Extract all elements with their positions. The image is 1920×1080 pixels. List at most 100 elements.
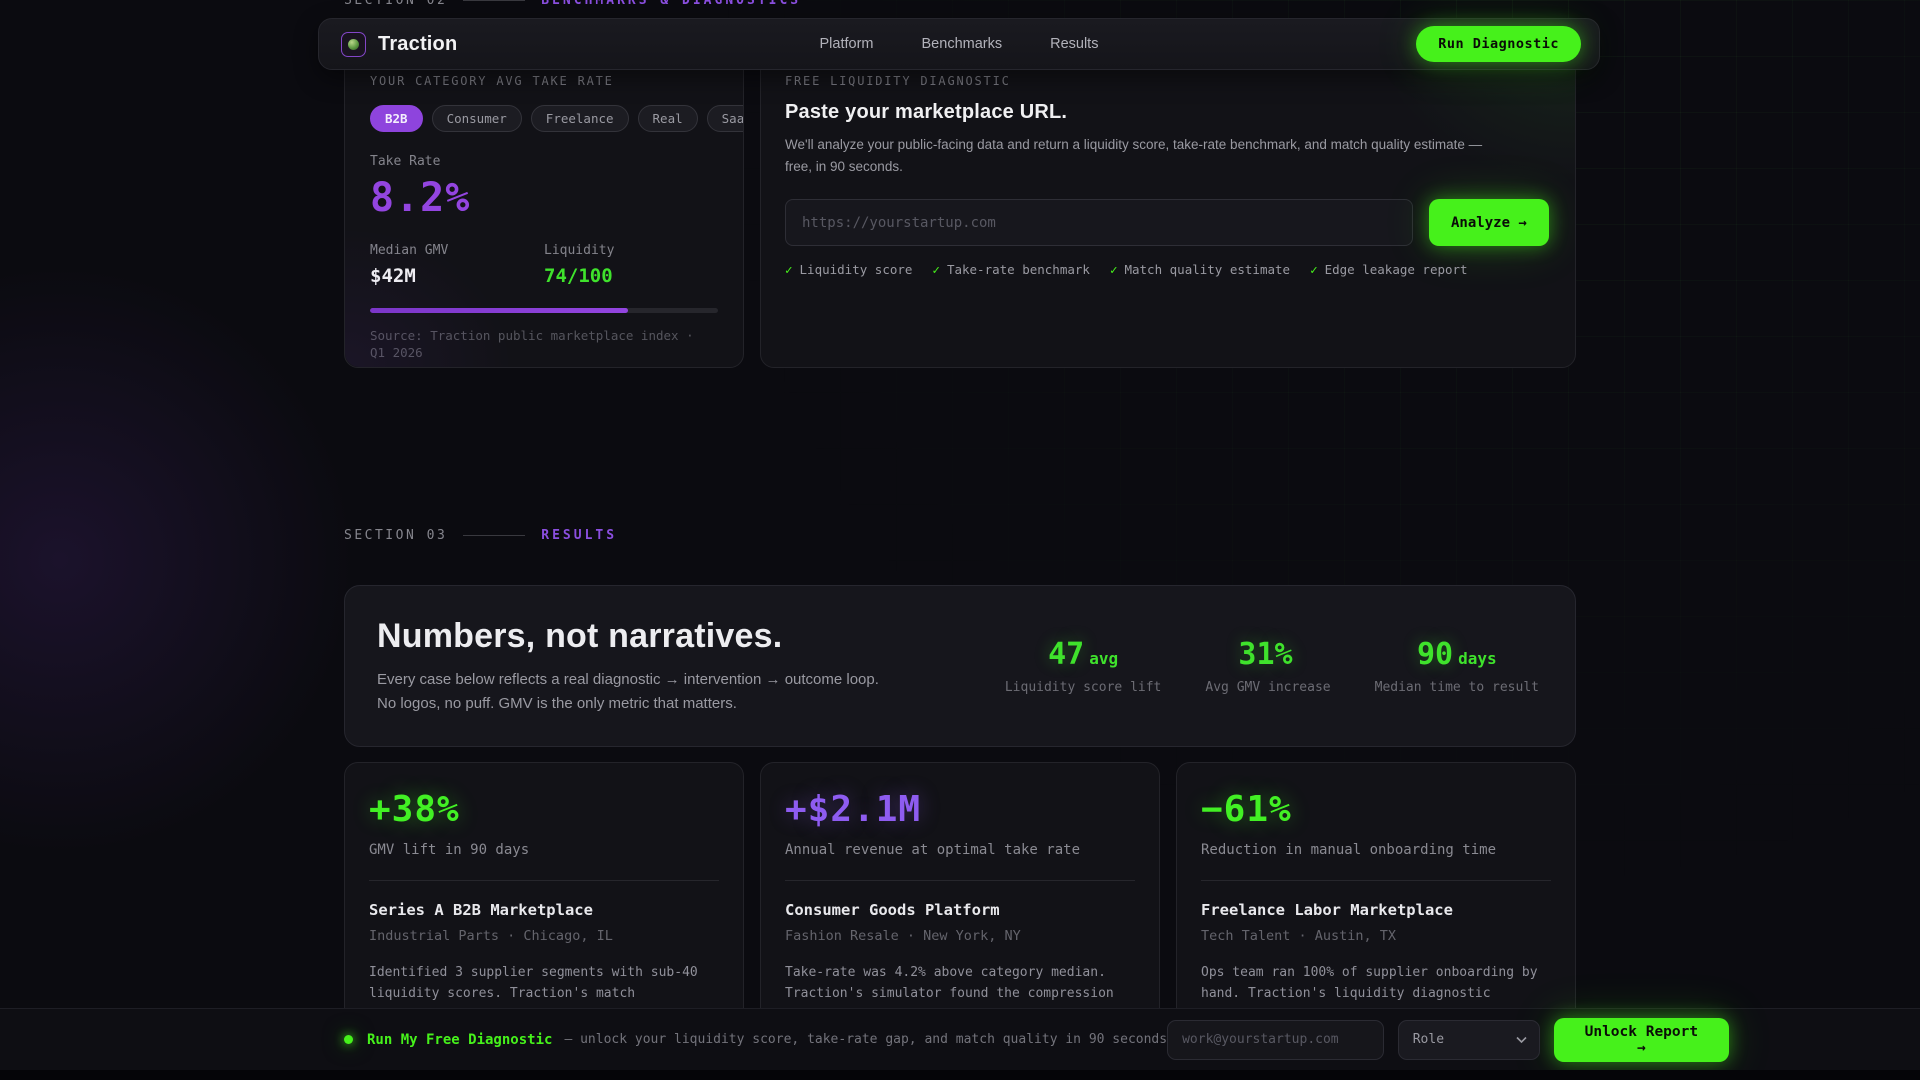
results-title: Numbers, not narratives. [377,616,783,655]
section-03-title: RESULTS [541,528,618,543]
footer-description: — unlock your liquidity score, take-rate… [564,1032,1168,1047]
divider [369,880,719,881]
category-pill-consumer[interactable]: Consumer [431,105,522,132]
section-03-tag: SECTION 03 RESULTS [344,528,617,543]
median-gmv-label: Median GMV [370,243,449,258]
feature-label: Liquidity score [799,262,913,278]
feature-label: Match quality estimate [1124,262,1291,278]
check-icon: ✓ [1109,262,1118,278]
section-03-label: SECTION 03 [344,528,448,543]
case-metric-label: GMV lift in 90 days [369,842,530,858]
case-title: Freelance Labor Marketplace [1201,901,1453,919]
nav-link-benchmarks[interactable]: Benchmarks [921,36,1003,52]
divider [1201,880,1551,881]
stat-liquidity-lift: 47 avg Liquidity score lift [1005,637,1162,695]
brand-name: Traction [378,32,458,55]
section-02-label: SECTION 02 [344,0,448,8]
category-pill-saas[interactable]: SaaS [706,105,743,132]
section-02-tag: SECTION 02 BENCHMARKS & DIAGNOSTICS [344,0,801,8]
footer-headline: Run My Free Diagnostic [367,1031,553,1048]
feature-label: Take-rate benchmark [946,262,1090,278]
case-metric: +38% [369,789,460,830]
results-description: Every case below reflects a real diagnos… [377,670,879,712]
stat-unit: days [1458,649,1497,668]
category-pill-row: B2B Consumer Freelance Real SaaS [370,105,743,132]
stat-value: 31% [1238,637,1293,672]
stat-label: Median time to result [1374,680,1539,695]
status-dot-icon [344,1035,353,1044]
divider [785,880,1135,881]
diagnostic-card-label: FREE LIQUIDITY DIAGNOSTIC [785,74,1011,88]
check-icon: ✓ [932,262,940,278]
case-title: Series A B2B Marketplace [369,901,593,919]
case-subtitle: Tech Talent · Austin, TX [1201,928,1397,944]
take-rate-progress-fill [370,308,628,313]
feature-take-rate-benchmark: ✓ Take-rate benchmark [932,262,1090,277]
source-note: Source: Traction public marketplace inde… [370,328,694,360]
case-title: Consumer Goods Platform [785,901,1000,919]
check-icon: ✓ [1310,262,1318,278]
nav-link-platform[interactable]: Platform [819,36,874,52]
diagnostic-title: Paste your marketplace URL. [785,101,1068,123]
benchmark-card: YOUR CATEGORY AVG TAKE RATE B2B Consumer… [344,40,744,368]
category-pill-freelance[interactable]: Freelance [530,105,629,132]
feature-match-quality: ✓ Match quality estimate [1110,262,1290,277]
stat-value: 47 [1048,637,1085,672]
take-rate-label: Take Rate [370,154,441,169]
bottom-strip [0,1070,1920,1080]
footer-form: Role Unlock Report → [1167,1017,1729,1062]
case-metric-label: Annual revenue at optimal take rate [785,842,1081,858]
section-tag-divider [463,535,526,536]
navbar: Traction Platform Benchmarks Results Run… [318,18,1600,70]
marketplace-url-input[interactable] [785,199,1413,247]
run-diagnostic-button[interactable]: Run Diagnostic [1416,26,1581,62]
case-metric-label: Reduction in manual onboarding time [1201,842,1497,858]
take-rate-progress-track [370,308,718,313]
role-select[interactable]: Role [1397,1019,1540,1060]
stat-gmv-increase: 31% Avg GMV increase [1205,637,1330,695]
nav-links: Platform Benchmarks Results [319,36,1599,52]
category-pill-b2b[interactable]: B2B [370,105,423,132]
stat-label: Avg GMV increase [1205,680,1331,695]
case-subtitle: Fashion Resale · New York, NY [785,928,1021,944]
diagnostic-description: We'll analyze your public-facing data an… [785,137,1483,174]
work-email-input[interactable] [1167,1019,1384,1060]
benchmark-kv-grid: Median GMV $42M Liquidity 74/100 [370,243,718,287]
nav-link-results[interactable]: Results [1050,36,1099,52]
section-02-title: BENCHMARKS & DIAGNOSTICS [541,0,802,8]
footer-cta-bar: Run My Free Diagnostic — unlock your liq… [0,1008,1920,1070]
results-intro-text: Numbers, not narratives. Every case belo… [377,617,882,716]
unlock-report-button[interactable]: Unlock Report → [1553,1017,1729,1062]
median-gmv-value: $42M [370,265,416,287]
stat-time-to-result: 90 days Median time to result [1375,637,1539,695]
category-pill-real[interactable]: Real [637,105,698,132]
role-select-wrap: Role [1397,1019,1540,1060]
diagnostic-card: FREE LIQUIDITY DIAGNOSTIC Paste your mar… [760,40,1576,368]
feature-edge-leakage: ✓ Edge leakage report [1310,262,1468,277]
traction-logo-icon [341,31,366,57]
case-metric: +$2.1M [785,789,922,830]
results-intro-card: Numbers, not narratives. Every case belo… [344,585,1576,747]
take-rate-value: 8.2% [370,175,471,221]
stat-label: Liquidity score lift [1004,680,1162,695]
brand[interactable]: Traction [341,31,458,57]
liquidity-value: 74/100 [544,265,613,287]
analyze-button[interactable]: Analyze → [1429,199,1549,247]
diagnostic-form: Analyze → [785,199,1551,247]
feature-liquidity-score: ✓ Liquidity score [785,262,912,277]
feature-label: Edge leakage report [1324,262,1468,278]
check-icon: ✓ [785,262,793,278]
stat-value: 90 [1416,637,1454,672]
case-subtitle: Industrial Parts · Chicago, IL [369,928,613,944]
feature-checklist: ✓ Liquidity score ✓ Take-rate benchmark … [785,262,1551,277]
case-metric: −61% [1201,789,1292,830]
benchmark-card-label: YOUR CATEGORY AVG TAKE RATE [370,74,614,88]
background-purple-glow [0,240,380,880]
stat-unit: avg [1089,649,1119,668]
logo-orb-icon [348,38,359,50]
results-stats: 47 avg Liquidity score lift 31% Avg GMV i… [1005,637,1539,695]
case-card-b2b: +38% GMV lift in 90 days Series A B2B Ma… [344,762,744,1080]
liquidity-label: Liquidity [544,243,615,258]
section-tag-divider [463,0,526,1]
